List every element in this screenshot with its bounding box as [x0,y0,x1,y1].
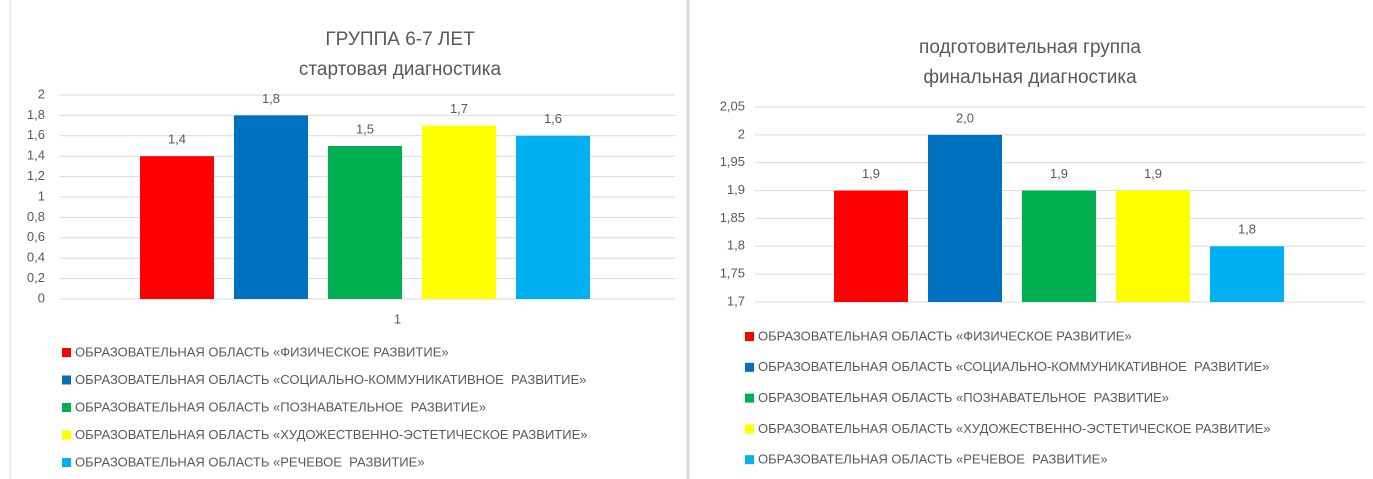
y-tick-label: 0,4 [27,250,45,265]
y-tick-label: 2 [38,86,45,101]
y-tick-label: 0 [38,290,45,305]
bar [516,135,590,299]
data-label: 1,7 [450,101,468,116]
legend-swatch [62,458,71,467]
bar [834,190,908,302]
data-label: 1,6 [544,111,562,126]
chart-title: ГРУППА 6-7 ЛЕТ [325,29,475,50]
data-label: 1,8 [262,91,280,106]
legend-label: ОБРАЗОВАТЕЛЬНАЯ ОБЛАСТЬ «СОЦИАЛЬНО-КОММУ… [758,359,1269,374]
y-tick-label: 2 [738,126,745,141]
legend-swatch [62,348,71,357]
y-tick-label: 1,7 [727,293,745,308]
bar [1116,190,1190,302]
bar [422,125,496,299]
y-tick-label: 0,2 [27,270,45,285]
data-label: 1,9 [862,166,880,181]
y-tick-label: 1,8 [27,107,45,122]
y-tick-label: 1,85 [720,210,745,225]
legend-label: ОБРАЗОВАТЕЛЬНАЯ ОБЛАСТЬ «ХУДОЖЕСТВЕННО-Э… [758,421,1270,436]
y-tick-label: 0,6 [27,229,45,244]
y-tick-label: 1,95 [720,154,745,169]
y-tick-label: 1,75 [720,266,745,281]
y-tick-label: 1,9 [727,182,745,197]
y-tick-label: 0,8 [27,209,45,224]
y-tick-label: 2,05 [720,98,745,113]
chart-title: подготовительная группа [919,37,1141,58]
chart-subtitle: стартовая диагностика [299,59,502,80]
legend-label: ОБРАЗОВАТЕЛЬНАЯ ОБЛАСТЬ «ФИЗИЧЕСКОЕ РАЗВ… [75,344,449,359]
data-label: 1,9 [1050,166,1068,181]
legend-label: ОБРАЗОВАТЕЛЬНАЯ ОБЛАСТЬ «ПОЗНАВАТЕЛЬНОЕ … [75,399,486,414]
legend-label: ОБРАЗОВАТЕЛЬНАЯ ОБЛАСТЬ «РЕЧЕВОЕ РАЗВИТИ… [758,452,1108,467]
legend-label: ОБРАЗОВАТЕЛЬНАЯ ОБЛАСТЬ «СОЦИАЛЬНО-КОММУ… [75,372,586,387]
chart-subtitle: финальная диагностика [923,67,1137,88]
legend-swatch [745,393,754,403]
bar [234,115,308,300]
bar [140,156,214,299]
data-label: 1,8 [1238,222,1256,237]
bar [1022,190,1096,302]
data-label: 1,5 [356,121,374,136]
legend-swatch [745,332,754,341]
legend-swatch [745,455,754,465]
y-tick-label: 1,4 [27,148,45,163]
legend-label: ОБРАЗОВАТЕЛЬНАЯ ОБЛАСТЬ «ХУДОЖЕСТВЕННО-Э… [75,427,587,442]
bar [928,134,1002,302]
legend-label: ОБРАЗОВАТЕЛЬНАЯ ОБЛАСТЬ «РЕЧЕВОЕ РАЗВИТИ… [75,454,425,469]
y-tick-label: 1,6 [27,127,45,142]
legend-swatch [62,375,71,385]
legend-swatch [745,362,754,372]
data-label: 1,9 [1144,166,1162,181]
y-tick-label: 1 [38,188,45,203]
x-tick-label: 1 [394,311,401,326]
y-tick-label: 1,8 [727,238,745,253]
legend-label: ОБРАЗОВАТЕЛЬНАЯ ОБЛАСТЬ «ФИЗИЧЕСКОЕ РАЗВ… [758,328,1132,343]
data-label: 2,0 [956,110,974,125]
legend-swatch [62,430,71,440]
legend-label: ОБРАЗОВАТЕЛЬНАЯ ОБЛАСТЬ «ПОЗНАВАТЕЛЬНОЕ … [758,390,1169,405]
y-tick-label: 1,2 [27,168,45,183]
legend-swatch [62,403,71,412]
data-label: 1,4 [168,132,186,147]
bar [1210,246,1284,302]
bar [328,146,402,299]
legend-swatch [745,424,754,434]
